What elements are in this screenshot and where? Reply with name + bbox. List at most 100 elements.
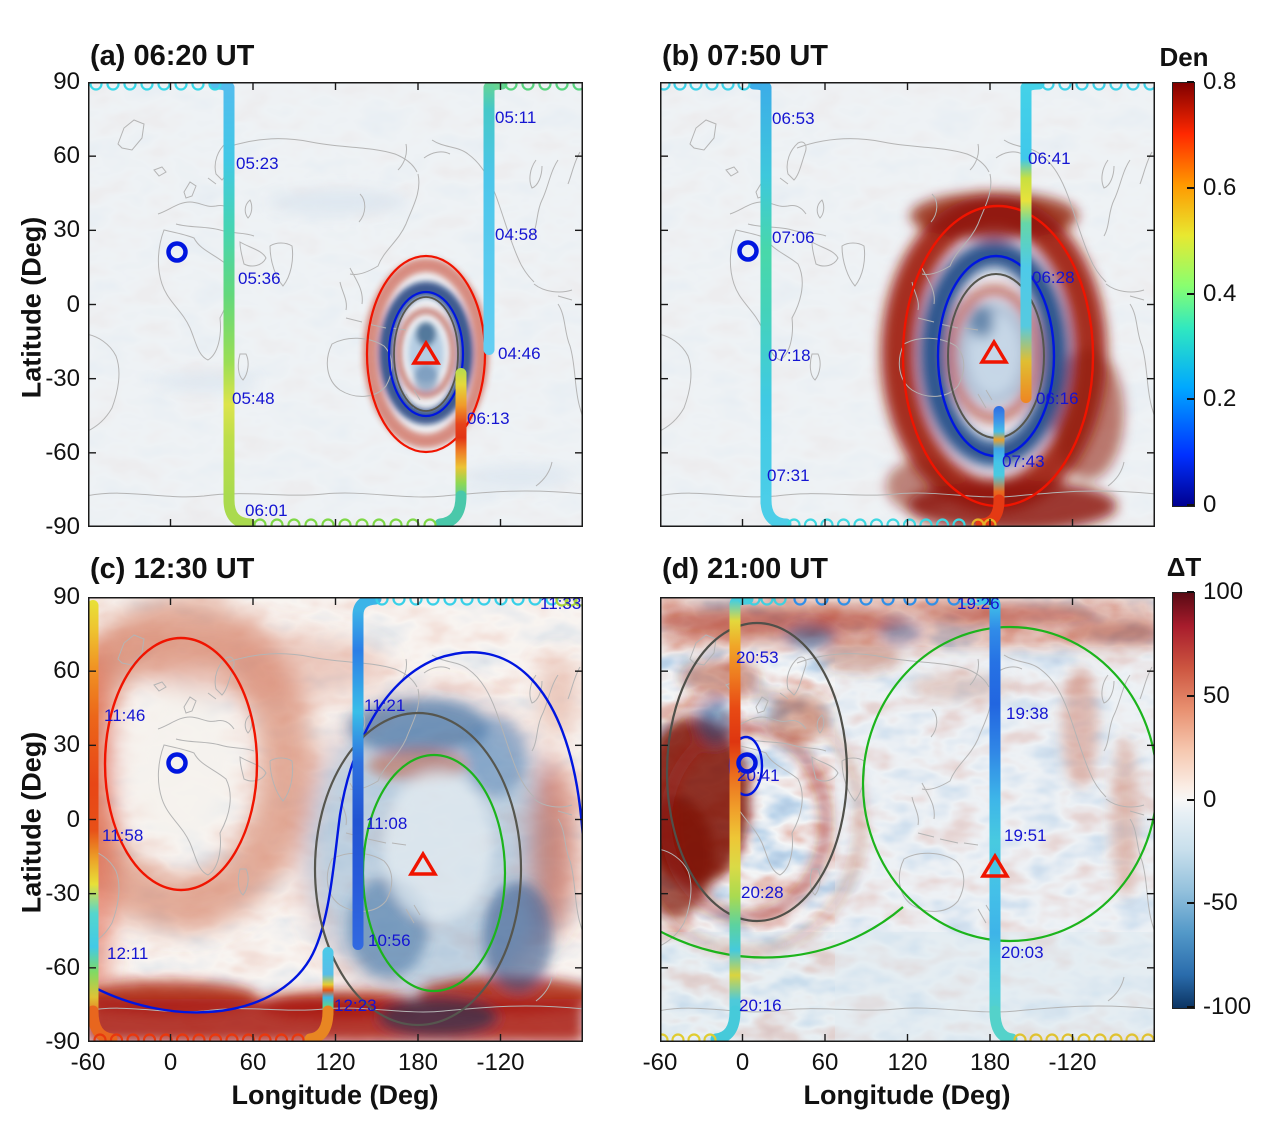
track-edge-circle	[208, 1033, 223, 1042]
panel-a-map: 05:23 05:36 05:48 06:01 05:11 04:58 04:46 06:13	[88, 82, 583, 527]
track-time-label: 20:16	[739, 996, 782, 1015]
lon-tick-label: 0	[163, 1049, 178, 1076]
track-time-label: 20:28	[741, 883, 784, 902]
track-edge-circle	[803, 518, 818, 527]
track-time-label: 06:13	[467, 409, 510, 428]
track-edge-circle	[89, 82, 103, 91]
track-edge-circle	[572, 82, 583, 91]
track-edge-circle	[274, 1033, 289, 1042]
antipode-marker	[736, 752, 758, 774]
panel-b-map: 06:53 07:06 07:18 07:31 06:41 06:28 06:16 07:43	[660, 82, 1155, 527]
track-edge-circle	[903, 597, 917, 606]
track-time-labels: 11:46 11:58 12:11 11:33 11:21 11:08 10:56 12:23	[102, 597, 581, 1015]
track-edge-circle	[689, 82, 703, 91]
track-edge-circle	[793, 597, 807, 606]
colorbar-dt	[1172, 592, 1195, 1009]
colorbar-tick-mark	[1187, 798, 1194, 801]
lon-tick-label: 120	[887, 1049, 928, 1076]
track-edge-circle	[673, 82, 687, 91]
track-edge-circle	[952, 518, 966, 527]
lat-tick-label: 30	[53, 216, 80, 244]
colorbar-tick-label: 100	[1203, 578, 1244, 605]
track-edge-circle	[1125, 1033, 1139, 1042]
track-edge-circle	[660, 82, 671, 91]
panel-b: 06:53 07:06 07:18 07:31 06:41 06:28 06:16 07:43	[660, 82, 1155, 527]
track-edge-circle	[1045, 1033, 1059, 1042]
track-edge-circle	[287, 518, 301, 527]
track-edge-circle	[93, 1033, 107, 1042]
track-edge-circle	[321, 518, 335, 527]
lat-tick-label: 30	[53, 731, 80, 759]
colorbar-tick-mark	[1187, 292, 1194, 295]
lon-tick-label: 0	[735, 1049, 750, 1076]
track-edge-circle	[837, 597, 851, 606]
track-edge-circle	[142, 1033, 157, 1042]
colorbar-tick-label: -50	[1203, 889, 1238, 917]
track-edge-circle	[1077, 1033, 1091, 1042]
contours	[365, 254, 487, 454]
colorbar-tick-mark	[1187, 591, 1194, 593]
track-time-label: 11:08	[366, 814, 407, 833]
track-time-label: 10:56	[368, 931, 411, 950]
track-edge-circle	[919, 518, 933, 527]
colorbar-tick-label: 0	[1203, 785, 1217, 813]
track-edge-circle	[477, 597, 491, 606]
contours	[88, 636, 583, 1027]
track-edge-circle	[1061, 1033, 1075, 1042]
satellite-tracks	[88, 597, 382, 1042]
track-edge-circle	[1109, 82, 1123, 91]
track-time-label: 07:06	[772, 228, 815, 247]
track-edge-circle	[225, 1033, 239, 1042]
track-edge-circle	[375, 597, 389, 606]
axes-frame	[660, 82, 1155, 527]
track-edge-circle	[106, 82, 120, 91]
lat-tick-label: -90	[45, 1028, 80, 1055]
track-edge-circle	[109, 1033, 124, 1042]
antipode-marker	[737, 240, 759, 262]
lat-tick-label: 60	[53, 142, 80, 170]
track-edge-circle	[760, 597, 774, 606]
track-time-label: 12:11	[107, 944, 148, 963]
lat-tick-label: -30	[45, 879, 80, 907]
track-edge-circle	[1143, 82, 1155, 91]
track-time-label: 11:21	[364, 696, 405, 715]
source-triangle-marker	[978, 338, 1010, 364]
track-edge-circle	[1075, 82, 1089, 91]
lon-tick-label: -120	[1048, 1049, 1097, 1076]
lat-tick-label: -90	[45, 513, 80, 540]
track-edge-circle	[443, 597, 457, 606]
x-axis-label-right: Longitude (Deg)	[803, 1080, 1011, 1110]
track-edge-circle	[564, 597, 578, 607]
track-edge-circle	[270, 518, 284, 527]
track-time-label: 05:23	[236, 154, 279, 173]
track-edge-circle	[705, 82, 719, 91]
colorbar-dt-title: ΔT	[1166, 552, 1202, 582]
track-edge-circle	[253, 518, 267, 527]
track-edge-circle	[925, 597, 939, 606]
track-edge-circle	[1109, 1033, 1123, 1042]
track-time-label: 06:28	[1032, 268, 1075, 287]
track-edge-circle	[123, 82, 137, 91]
panel-d-title: (d) 21:00 UT	[662, 553, 828, 585]
panel-b-title: (b) 07:50 UT	[662, 40, 828, 72]
track-edge-circle	[869, 518, 884, 527]
lon-tick-label: 60	[239, 1049, 267, 1076]
track-edge-circle	[392, 597, 406, 606]
track-time-label: 20:53	[736, 648, 779, 667]
lon-tick-label: 120	[315, 1049, 356, 1076]
axes-frame	[660, 597, 1155, 1042]
track-time-label: 19:26	[957, 597, 1000, 613]
lat-tick-label: -60	[45, 438, 80, 466]
track-edge-circle	[1029, 1033, 1043, 1042]
lat-tick-label: -30	[45, 364, 80, 392]
track-edge-circle	[902, 518, 917, 527]
track-edge-circle	[836, 518, 851, 527]
lat-tick-label: 60	[53, 657, 80, 685]
track-edge-circle	[426, 597, 440, 606]
track-edge-circle	[787, 518, 801, 527]
lat-tick-label: 0	[66, 805, 80, 833]
panel-c-title: (c) 12:30 UT	[90, 553, 255, 585]
track-edge-circle	[1041, 82, 1055, 91]
track-time-label: 19:38	[1006, 704, 1049, 723]
track-edge-circle	[538, 82, 552, 91]
